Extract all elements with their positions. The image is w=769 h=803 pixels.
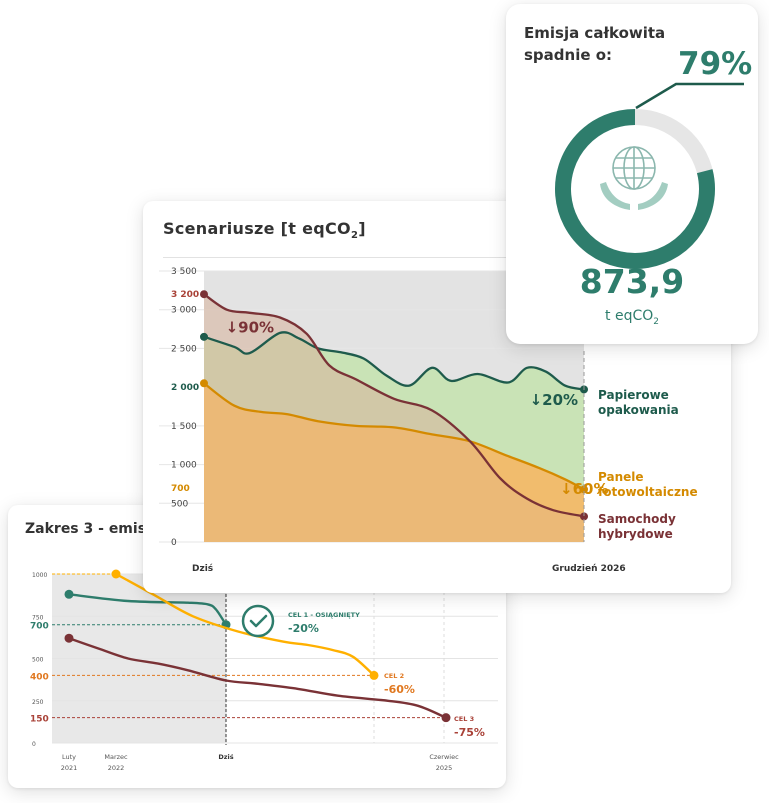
scenarios-divider bbox=[163, 257, 709, 258]
series-start-dot bbox=[200, 332, 208, 341]
total-emission-card: Emisja całkowita spadnie o: 79% 873,9 t … bbox=[506, 4, 758, 344]
series-start-dot bbox=[64, 633, 74, 643]
x-tick-label: Marzec bbox=[104, 753, 128, 761]
x-tick-label: Dziś bbox=[218, 753, 233, 761]
check-icon bbox=[241, 604, 275, 638]
x-tick-label-year: 2022 bbox=[108, 764, 125, 772]
y-tick-label: 250 bbox=[32, 699, 44, 706]
scenarios-card: Scenariusze [t eqCO2] 0 500 1 000 1 500 2 50… bbox=[143, 201, 731, 593]
series-label: opakowania bbox=[598, 403, 679, 417]
x-tick-label: Czerwiec bbox=[429, 753, 459, 761]
globe-in-hands-icon bbox=[612, 146, 656, 190]
total-percent: 79% bbox=[678, 46, 753, 82]
y-tick-label: 2 500 bbox=[171, 344, 197, 354]
goal-percent: -20% bbox=[288, 622, 319, 635]
goal-label: CEL 1 - OSIĄGNIĘTY bbox=[288, 611, 360, 619]
x-label-start: Dziś bbox=[192, 563, 213, 574]
y-highlight-tick-label: 700 bbox=[30, 622, 49, 632]
y-tick-label: 500 bbox=[171, 499, 188, 509]
series-label: Samochody bbox=[598, 512, 676, 526]
series-line-1 bbox=[115, 572, 375, 677]
series-line-2 bbox=[68, 637, 447, 719]
area-overlay bbox=[204, 383, 584, 542]
y-highlight-tick-label: 400 bbox=[30, 672, 49, 682]
total-unit: t eqCO2 bbox=[506, 308, 758, 327]
total-unit-text: t eqCO bbox=[605, 308, 654, 324]
series-start-dot bbox=[200, 290, 208, 299]
scenarios-chart: 0 500 1 000 1 500 2 500 3 000 3 500 3 200 2 000 7… bbox=[159, 267, 698, 574]
y-tick-label: 0 bbox=[32, 741, 36, 748]
reduction-badge: ↓60% bbox=[560, 480, 608, 498]
x-tick-label-year: 2025 bbox=[436, 764, 453, 772]
series-end-dot bbox=[580, 485, 588, 494]
y-tick-label: 1 000 bbox=[171, 461, 197, 471]
total-title-line2: spadnie o: bbox=[524, 46, 613, 64]
goal-label: CEL 3 bbox=[454, 715, 474, 723]
scenarios-title: Scenariusze [t eqCO2] bbox=[163, 219, 366, 241]
total-donut bbox=[555, 82, 744, 269]
left-hand bbox=[600, 182, 630, 210]
y-tick-label: 1 500 bbox=[171, 422, 197, 432]
y-highlight-tick-label: 2 000 bbox=[171, 383, 199, 393]
goal-percent: -60% bbox=[384, 683, 415, 696]
series-label: fotowoltaiczne bbox=[598, 485, 698, 499]
y-tick-label: 750 bbox=[32, 614, 44, 621]
y-tick-label: 0 bbox=[171, 538, 177, 548]
scenarios-title-text: Scenariusze [t eqCO bbox=[163, 219, 351, 238]
series-line-2 bbox=[203, 293, 585, 518]
y-highlight-tick-label: 3 200 bbox=[171, 290, 199, 300]
series-line-1 bbox=[203, 382, 585, 491]
series-label: Panele bbox=[598, 470, 644, 484]
y-tick-label: 3 000 bbox=[171, 306, 197, 316]
right-hand bbox=[638, 182, 668, 210]
donut-progress bbox=[555, 109, 715, 269]
goal-label: CEL 2 bbox=[384, 672, 404, 680]
reduction-badge: ↓20% bbox=[530, 391, 578, 409]
series-start-dot bbox=[111, 569, 121, 579]
percent-pointer bbox=[635, 82, 744, 110]
series-line-0 bbox=[68, 593, 228, 626]
scope3-title: Zakres 3 - emisje bbox=[25, 521, 161, 537]
total-title-line1: Emisja całkowita bbox=[524, 24, 666, 42]
series-end-dot bbox=[369, 670, 379, 680]
series-label: Papierowe bbox=[598, 388, 669, 402]
series-start-dot bbox=[64, 589, 74, 599]
x-label-end: Grudzień 2026 bbox=[552, 564, 626, 574]
reduction-badge: ↓90% bbox=[226, 319, 274, 337]
scenarios-title-sub: 2 bbox=[350, 230, 359, 242]
total-title: Emisja całkowita spadnie o: bbox=[524, 22, 665, 66]
series-label: hybrydowe bbox=[598, 527, 673, 541]
total-unit-sub: 2 bbox=[653, 316, 659, 327]
series-end-dot bbox=[441, 713, 451, 723]
series-start-dot bbox=[200, 379, 208, 388]
y-highlight-tick-label: 700 bbox=[171, 484, 190, 494]
series-end-dot bbox=[580, 512, 588, 521]
y-tick-label: 3 500 bbox=[171, 267, 197, 277]
goal-percent: -75% bbox=[454, 726, 485, 739]
x-tick-label: Luty bbox=[62, 753, 76, 761]
scenarios-title-bracket: ] bbox=[358, 219, 366, 238]
x-tick-label-year: 2021 bbox=[61, 764, 78, 772]
y-tick-label: 1000 bbox=[32, 572, 47, 579]
series-line-0 bbox=[203, 331, 585, 391]
total-value: 873,9 bbox=[579, 262, 685, 301]
y-tick-label: 500 bbox=[32, 657, 44, 664]
y-highlight-tick-label: 150 bbox=[30, 715, 49, 725]
check-mark bbox=[249, 614, 268, 628]
